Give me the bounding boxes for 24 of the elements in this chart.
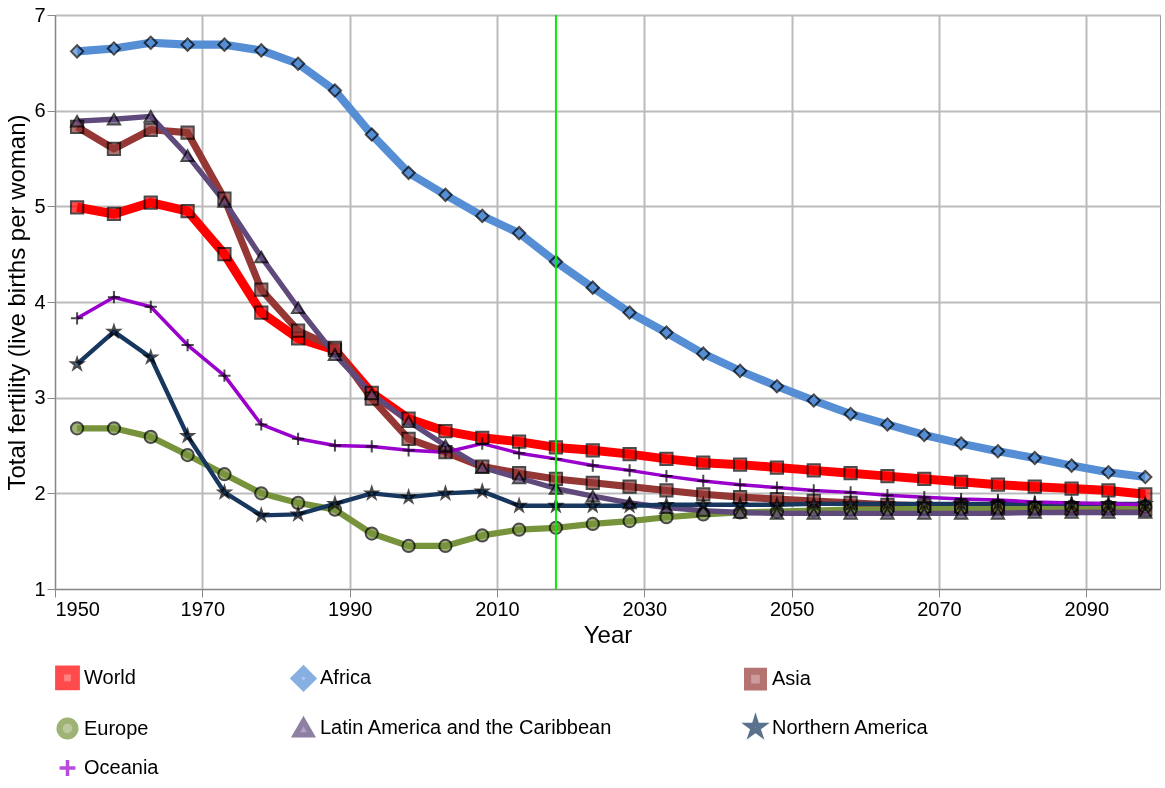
y-axis-title: Total fertility (live births per woman) [3, 114, 31, 491]
legend-label: Latin America and the Caribbean [320, 716, 612, 738]
x-axis-title: Year [583, 620, 633, 648]
x-tick-label: 2090 [1064, 597, 1110, 620]
y-tick-label: 6 [34, 99, 46, 122]
y-tick-label: 1 [34, 577, 46, 600]
x-tick-label: 2030 [622, 597, 668, 620]
legend-label: Asia [772, 667, 812, 690]
y-tick-label: 2 [34, 481, 46, 504]
x-tick-label: 1970 [180, 597, 226, 620]
y-tick-label: 3 [34, 386, 46, 409]
x-tick-label: 2050 [769, 597, 815, 620]
x-tick-label: 2070 [917, 597, 962, 620]
x-tick-label: 1990 [327, 597, 373, 620]
y-tick-label: 5 [34, 194, 46, 217]
y-tick-label: 4 [34, 290, 46, 313]
legend-label: Europe [84, 716, 149, 739]
y-tick-label: 7 [34, 3, 46, 26]
x-tick-label: 1950 [55, 597, 100, 620]
legend-label: Africa [320, 666, 372, 689]
legend-label: World [84, 665, 136, 688]
legend-label: Oceania [84, 756, 160, 778]
legend-label: Northern America [772, 715, 929, 738]
x-tick-label: 2010 [475, 597, 520, 620]
